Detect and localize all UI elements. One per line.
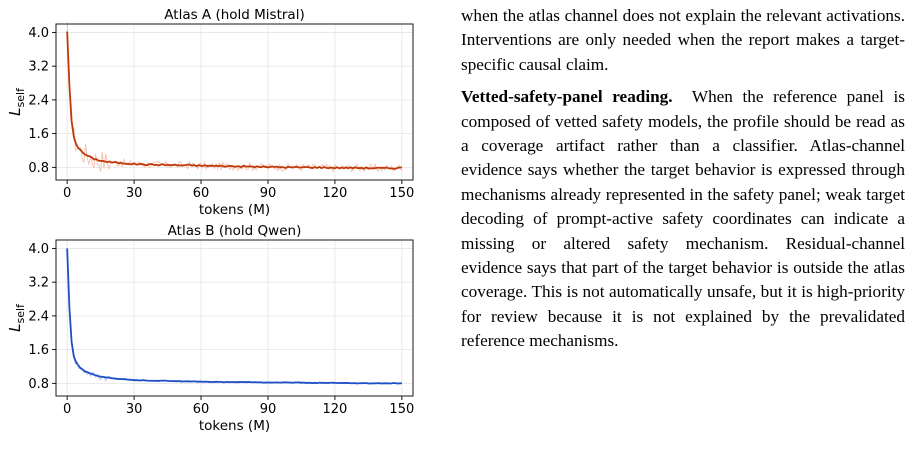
panel-a-series-line <box>66 31 402 170</box>
panel-b-x-axis-label: tokens (M) <box>199 418 270 434</box>
panel-a-x-tick-label-2: 60 <box>193 186 210 201</box>
panel-a-x-tick-label-0: 0 <box>63 186 71 201</box>
paragraph-body: When the reference panel is composed of … <box>461 87 905 351</box>
panel-b-y-axis-label: Lself <box>6 303 27 332</box>
panel-a-chart-title: Atlas A (hold Mistral) <box>164 7 304 23</box>
panel-a-y-tick-label-2: 2.4 <box>28 93 49 108</box>
panel-b-y-tick-label-1: 1.6 <box>28 343 49 358</box>
panel-b-x-tick-label-3: 90 <box>260 402 277 417</box>
panel-b-y-tick-label-4: 4.0 <box>28 242 49 257</box>
panel-a-y-tick-label-1: 1.6 <box>28 127 49 142</box>
panel-a-x-axis-label: tokens (M) <box>199 202 270 218</box>
panel-b-x-tick-label-2: 60 <box>193 402 210 417</box>
panel-a-x-tick-label-1: 30 <box>126 186 143 201</box>
panel-b-series-line <box>66 248 402 385</box>
loss-curves-figure: 0 30 60 90 120 150 0.8 1.6 2.4 3.2 4.0 Atlas A (hol… <box>6 7 414 434</box>
panel-a-y-axis-label: Lself <box>6 87 27 116</box>
panel-a-x-tick-label-4: 120 <box>322 186 347 201</box>
panel-a-x-tick-label-3: 90 <box>260 186 277 201</box>
panel-a-y-tick-label-3: 3.2 <box>28 60 49 75</box>
text-column: when the atlas channel does not explain … <box>461 0 905 354</box>
panel-b-raw-series-line <box>66 251 403 385</box>
panel-a-x-tick-label-5: 150 <box>389 186 414 201</box>
panel-b-y-tick-label-2: 2.4 <box>28 309 49 324</box>
panel-a-y-tick-label-0: 0.8 <box>28 161 49 176</box>
panel-a-axes-frame <box>55 23 414 181</box>
panel-a-y-tick-label-4: 4.0 <box>28 26 49 41</box>
panel-b-chart: 0 30 60 90 120 150 0.8 1.6 2.4 3.2 4.0 Atlas B (hol… <box>6 223 414 434</box>
panel-b-x-tick-label-0: 0 <box>63 402 71 417</box>
panel-b-chart-title: Atlas B (hold Qwen) <box>168 223 302 239</box>
paragraph-continuation: when the atlas channel does not explain … <box>461 6 905 74</box>
paragraph-heading: Vetted-safety-panel reading. <box>461 87 673 107</box>
panel-a-raw-series-line <box>66 22 403 173</box>
figure: 0 30 60 90 120 150 0.8 1.6 2.4 3.2 4.0 Atlas A (hol… <box>0 0 440 454</box>
panel-b-y-tick-label-3: 3.2 <box>28 276 49 291</box>
panel-b-x-tick-label-5: 150 <box>389 402 414 417</box>
paragraph-vetted-safety-panel: Vetted-safety-panel reading. When the re… <box>461 85 905 353</box>
panel-b-y-tick-label-0: 0.8 <box>28 377 49 392</box>
panel-a-chart: 0 30 60 90 120 150 0.8 1.6 2.4 3.2 4.0 Atlas A (hol… <box>6 7 414 218</box>
panel-b-axes-frame <box>55 239 414 397</box>
panel-b-x-tick-label-4: 120 <box>322 402 347 417</box>
panel-b-x-tick-label-1: 30 <box>126 402 143 417</box>
